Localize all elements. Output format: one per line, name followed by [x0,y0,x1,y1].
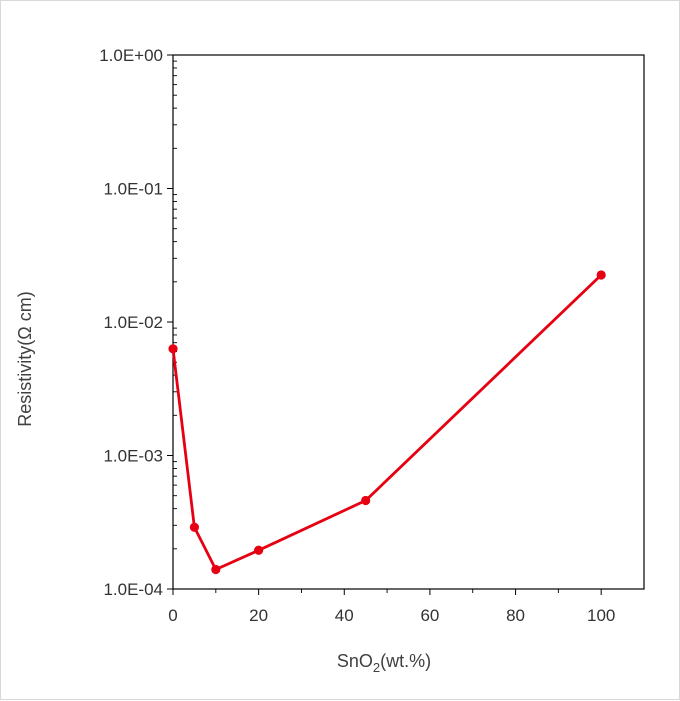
series-line [171,273,603,571]
y-tick-label: 1.0E+00 [99,46,163,65]
x-tick-label: 60 [420,606,439,625]
data-point [361,495,371,506]
x-tick-label: 20 [249,606,268,625]
x-axis-title: SnO2(wt.%) [337,651,431,675]
y-tick-label: 1.0E-01 [103,180,163,199]
y-tick-label: 1.0E-03 [103,447,163,466]
x-axis-title-main: SnO [337,651,373,671]
series-layer [168,270,606,575]
x-tick-label: 0 [168,606,177,625]
y-axis-title: Resistivity(Ω cm) [15,291,35,426]
data-point [168,344,178,354]
data-point [254,545,264,555]
x-axis-title-subscript: 2 [373,660,380,675]
x-axis-title-unit: (wt.%) [380,651,431,671]
y-tick-label: 1.0E-02 [103,313,163,332]
data-point [211,564,221,575]
x-tick-label: 100 [587,606,615,625]
plot-area [172,54,645,590]
x-tick-label: 80 [506,606,525,625]
x-tick-label: 40 [335,606,354,625]
y-tick-label: 1.0E-04 [103,580,163,599]
tick-labels-layer: 1.0E-04 1.0E-03 1.0E-02 1.0E-01 1.0E+00 0 20 40… [99,46,615,625]
data-point [189,522,200,532]
data-point [596,270,606,280]
